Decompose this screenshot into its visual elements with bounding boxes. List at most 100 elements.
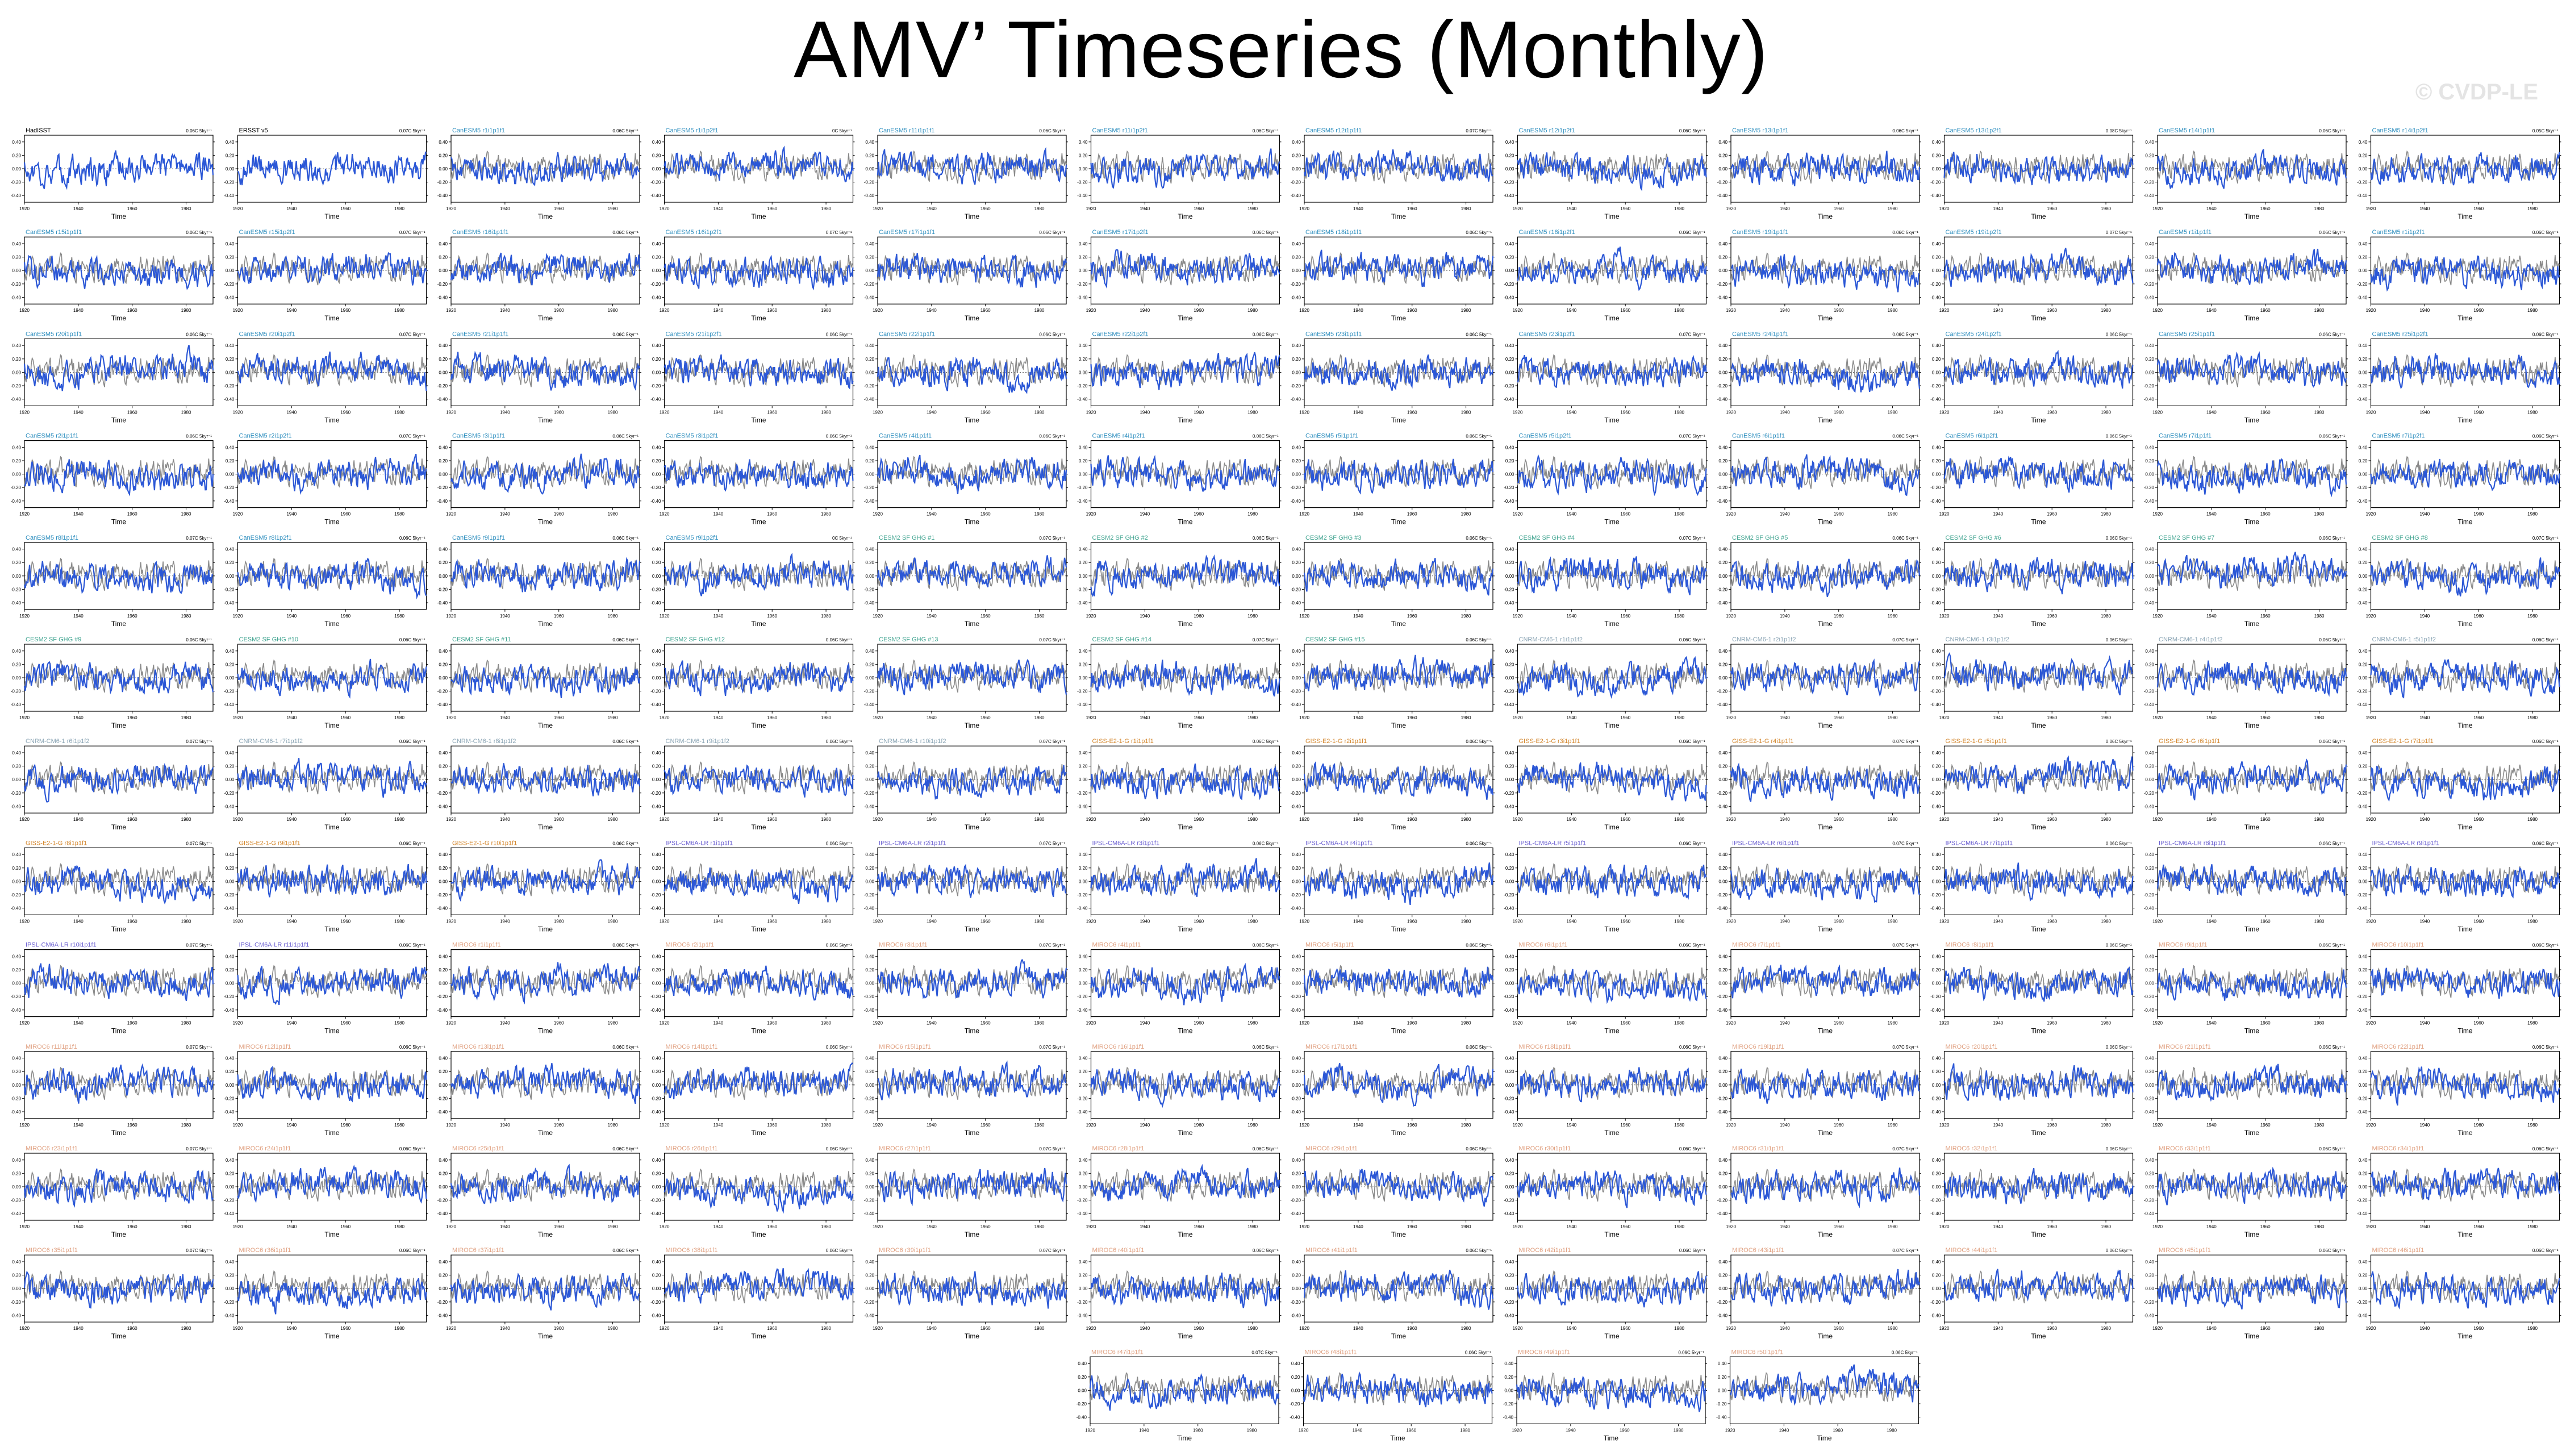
y-tick-label: 0.20 [1932,560,1941,565]
y-tick-label: 0.40 [1292,1158,1301,1163]
model-series-line [1517,863,1707,900]
y-tick-label: 0.20 [1932,1069,1941,1074]
model-series-line [237,965,427,1006]
amv-panel: CanESM5 r20i1p1f1 0.06C 5kyr⁻¹0.400.200.0… [11,331,215,424]
model-series-line [2156,351,2347,388]
y-tick-label: -0.40 [2144,1313,2155,1318]
x-tick-label: 1960 [127,715,137,720]
panel-label: CESM2 SF GHG #7 [2159,535,2214,541]
y-tick-label: -0.20 [1930,383,1941,389]
x-tick-label: 1980 [1888,614,1898,619]
y-tick-label: -0.40 [1076,1415,1087,1420]
x-tick-label: 1960 [1407,410,1417,415]
y-tick-label: 0.40 [226,343,235,348]
y-tick-label: 0.20 [12,1273,21,1278]
x-tick-label: 1940 [2419,512,2430,517]
x-axis-title: Time [2244,721,2260,729]
obs-series-line [877,863,1067,896]
panel-trend: 0.06C 5kyr⁻¹ [399,841,425,846]
x-tick-label: 1920 [1726,1224,1736,1229]
y-tick-label: -0.40 [437,600,448,606]
panel-label: CESM2 SF GHG #10 [239,636,299,643]
y-tick-label: 0.40 [226,1259,235,1265]
amv-panel: MIROC6 r30i1p1f1 0.06C 5kyr⁻¹0.400.200.00… [1504,1145,1708,1238]
amv-panel: MIROC6 r7i1p1f1 0.07C 5kyr⁻¹0.400.200.00-… [1717,942,1921,1035]
x-tick-label: 1940 [73,614,84,619]
panel-trend: 0.06C 5kyr⁻¹ [1253,943,1279,948]
panel-trend: 0.06C 5kyr⁻¹ [2319,1248,2345,1253]
y-tick-label: 0.20 [226,1171,235,1176]
panel-label: CanESM5 r20i1p2f1 [239,331,295,337]
y-tick-label: 0.00 [652,370,661,375]
panel-trend: 0.06C 5kyr⁻¹ [2532,841,2559,846]
y-tick-label: 0.40 [1932,547,1941,552]
x-tick-label: 1920 [873,206,883,211]
model-series-line [2156,758,2347,800]
y-tick-label: 0.20 [865,458,874,464]
y-tick-label: 0.20 [439,560,448,565]
amv-panel: CanESM5 r7i1p1f1 0.06C 5kyr⁻¹0.400.200.00… [2144,433,2348,526]
x-tick-label: 1940 [73,1021,84,1026]
y-tick-label: -0.20 [2357,791,2368,796]
x-tick-label: 1980 [821,206,831,211]
y-tick-label: -0.20 [1291,1198,1301,1203]
y-tick-label: 0.40 [1505,1259,1514,1265]
amv-panel: CanESM5 r14i1p2f1 0.05C 5kyr⁻¹0.400.200.0… [2357,127,2561,220]
y-tick-label: 0.40 [439,1259,448,1265]
y-tick-label: -0.40 [2144,1211,2155,1216]
panel-trend: 0.07C 5kyr⁻¹ [1679,536,1705,541]
panel-trend: 0.06C 5kyr⁻¹ [612,943,639,948]
x-tick-label: 1960 [127,206,137,211]
model-series-line [877,147,1067,185]
panel-label: IPSL-CM6A-LR r1i1p1f1 [666,840,733,846]
panel-trend: 0.06C 5kyr⁻¹ [612,637,639,643]
panel-trend: 0.06C 5kyr⁻¹ [826,434,852,439]
y-tick-label: -0.20 [2357,1198,2368,1203]
y-tick-label: 0.40 [1718,954,1728,959]
model-series-line [1943,152,2134,186]
panel-trend: 0.06C 5kyr⁻¹ [1679,841,1705,846]
x-tick-label: 1980 [1034,919,1045,924]
y-tick-label: 0.20 [1932,1171,1941,1176]
obs-series-line [2370,252,2560,286]
x-axis-title: Time [965,1129,980,1137]
amv-panel: CanESM5 r9i1p1f1 0.06C 5kyr⁻¹0.400.200.00… [437,535,641,628]
y-tick-label: 0.20 [12,1069,21,1074]
x-tick-label: 1920 [233,614,243,619]
y-tick-label: 0.00 [865,777,874,782]
y-tick-label: -0.40 [2144,499,2155,504]
y-tick-label: 0.20 [865,866,874,871]
x-tick-label: 1980 [1888,512,1898,517]
y-tick-label: 0.40 [1718,649,1728,654]
panel-trend: 0.06C 5kyr⁻¹ [2532,230,2559,235]
x-tick-label: 1980 [1034,614,1045,619]
y-tick-label: 0.20 [226,866,235,871]
x-tick-label: 1980 [394,1021,404,1026]
amv-panel: MIROC6 r14i1p1f1 0.06C 5kyr⁻¹0.400.200.00… [650,1044,855,1137]
amv-panel: MIROC6 r26i1p1f1 0.06C 5kyr⁻¹0.400.200.00… [650,1145,855,1238]
y-tick-label: -0.40 [864,397,875,402]
panel-label: CESM2 SF GHG #2 [1092,535,1148,541]
x-tick-label: 1980 [1247,919,1258,924]
panel-label: CanESM5 r15i1p1f1 [26,229,82,236]
x-tick-label: 1940 [73,206,84,211]
y-tick-label: 0.20 [1932,764,1941,769]
panel-label: CanESM5 r15i1p2f1 [239,229,295,236]
x-tick-label: 1920 [446,206,456,211]
panel-label: CanESM5 r2i1p1f1 [26,433,78,440]
model-series-line [877,1060,1067,1100]
amv-panel: CanESM5 r21i1p1f1 0.06C 5kyr⁻¹0.400.200.0… [437,331,641,424]
y-tick-label: -0.40 [650,1008,661,1013]
model-series-line [1943,755,2134,794]
amv-panel: MIROC6 r50i1p1f1 0.06C 5kyr⁻¹0.400.200.00… [1716,1349,1921,1442]
panel-trend: 0.06C 5kyr⁻¹ [1253,1045,1279,1050]
x-tick-label: 1940 [2419,1326,2430,1331]
panel-label: GISS-E2-1-G r8i1p1f1 [26,840,87,846]
x-tick-label: 1960 [1407,1021,1417,1026]
x-tick-label: 1980 [1461,614,1471,619]
x-tick-label: 1960 [2047,1021,2057,1026]
x-tick-label: 1960 [2047,919,2057,924]
x-tick-label: 1980 [821,1224,831,1229]
panel-trend: 0.06C 5kyr⁻¹ [1466,1045,1492,1050]
y-tick-label: 0.00 [226,675,235,681]
